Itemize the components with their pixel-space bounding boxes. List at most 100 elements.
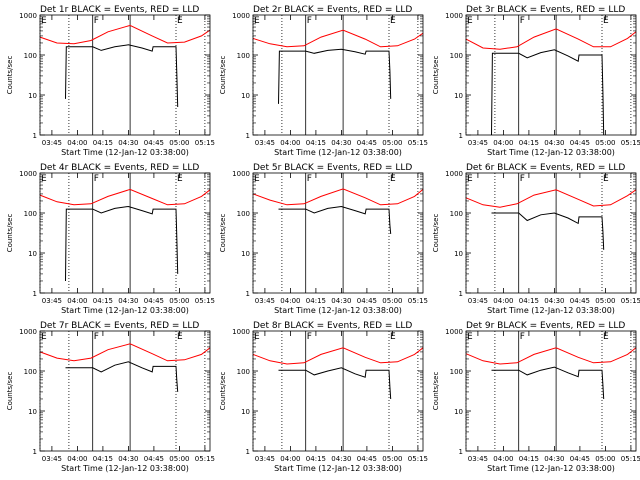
y-axis-label: Counts/sec [219,372,227,411]
marker-label: F [94,16,99,26]
x-tick-label: 03:45 [468,455,488,463]
y-tick-label: 10 [454,408,463,416]
plot-frame [465,330,637,452]
y-axis-label: Counts/sec [432,214,440,253]
marker-label: E [254,16,260,26]
x-tick-label: 04:15 [306,455,326,463]
x-tick-label: 04:30 [331,139,351,147]
x-axis-label: Start Time (12-Jan-12 03:38:00) [487,306,615,315]
panel-title: Det 7r BLACK = Events, RED = LLD [40,321,199,331]
y-axis-label: Counts/sec [6,56,14,95]
series-line-events [65,361,179,392]
detector-panel-9: Det 9r BLACK = Events, RED = LLD Counts/s… [432,321,640,473]
y-tick-label: 1 [246,132,250,140]
series-line-lld [465,189,637,208]
marker-label: F [307,174,312,184]
y-tick-label: 1000 [445,170,463,178]
x-axis-label: Start Time (12-Jan-12 03:38:00) [487,464,615,473]
panel-title: Det 3r BLACK = Events, RED = LLD [466,5,625,15]
y-tick-label: 1000 [232,12,250,20]
y-tick-label: 100 [237,210,250,218]
y-tick-label: 1 [459,290,463,298]
detector-panel-4: Det 4r BLACK = Events, RED = LLD Counts/s… [6,163,215,315]
y-tick-label: 1000 [232,328,250,336]
x-tick-label: 04:00 [67,455,87,463]
x-tick-label: 05:15 [621,455,640,463]
x-tick-label: 04:45 [144,455,164,463]
detector-panel-6: Det 6r BLACK = Events, RED = LLD Counts/s… [432,163,640,315]
x-tick-label: 04:00 [493,297,513,305]
plot-frame [252,14,424,136]
x-tick-label: 04:15 [93,297,113,305]
x-axis-label: Start Time (12-Jan-12 03:38:00) [61,148,189,157]
detector-panel-5: Det 5r BLACK = Events, RED = LLD Counts/s… [219,163,428,315]
series-line-events [491,49,605,136]
series-line-events [491,366,605,400]
x-tick-label: 04:30 [331,297,351,305]
x-axis-label: Start Time (12-Jan-12 03:38:00) [61,306,189,315]
x-tick-label: 04:15 [93,455,113,463]
y-tick-label: 10 [28,92,37,100]
plot-frame [39,330,211,452]
marker-label: E [467,16,473,26]
marker-label: E [603,332,609,342]
panel-title: Det 1r BLACK = Events, RED = LLD [40,5,199,15]
series-line-events [278,205,392,234]
x-tick-label: 04:30 [544,139,564,147]
y-tick-label: 1 [33,290,37,298]
plot-frame [252,330,424,452]
y-tick-label: 100 [450,210,463,218]
x-tick-label: 05:15 [195,455,215,463]
series-line-events [278,367,392,400]
x-tick-label: 05:00 [595,139,615,147]
marker-label: F [94,174,99,184]
series-line-lld [39,188,211,206]
x-tick-label: 05:00 [169,297,189,305]
x-tick-label: 04:30 [544,297,564,305]
y-axis-label: Counts/sec [6,214,14,253]
x-tick-label: 05:15 [408,455,428,463]
marker-label: F [520,174,525,184]
detector-panel-1: Det 1r BLACK = Events, RED = LLD Counts/s… [6,5,215,157]
y-axis-label: Counts/sec [219,214,227,253]
plot-frame [465,172,637,294]
series-line-lld [252,29,424,48]
y-tick-label: 1000 [19,12,37,20]
x-tick-label: 04:30 [544,455,564,463]
panel-title: Det 8r BLACK = Events, RED = LLD [253,321,412,331]
x-tick-label: 04:00 [67,297,87,305]
x-tick-label: 04:45 [570,297,590,305]
x-tick-label: 04:30 [118,455,138,463]
y-tick-label: 1 [246,448,250,456]
y-tick-label: 10 [454,250,463,258]
x-tick-label: 05:00 [382,455,402,463]
x-tick-label: 03:45 [42,139,62,147]
x-tick-label: 03:45 [255,139,275,147]
plot-frame [39,14,211,136]
plot-frame [39,172,211,294]
marker-label: E [41,174,47,184]
y-tick-label: 100 [24,52,37,60]
x-tick-label: 04:45 [570,455,590,463]
x-tick-label: 04:45 [357,139,377,147]
x-tick-label: 04:15 [519,455,539,463]
x-tick-label: 04:00 [493,455,513,463]
y-axis-label: Counts/sec [432,372,440,411]
x-tick-label: 04:15 [306,297,326,305]
x-tick-label: 04:45 [144,297,164,305]
y-tick-label: 100 [237,368,250,376]
y-tick-label: 1000 [232,170,250,178]
x-tick-label: 04:15 [93,139,113,147]
x-tick-label: 03:45 [255,455,275,463]
x-axis-label: Start Time (12-Jan-12 03:38:00) [274,148,402,157]
plot-frame [465,14,637,136]
y-tick-label: 100 [237,52,250,60]
x-tick-label: 03:45 [255,297,275,305]
x-tick-label: 04:00 [280,139,300,147]
y-tick-label: 100 [24,210,37,218]
y-tick-label: 1 [459,448,463,456]
marker-label: E [41,16,47,26]
series-line-lld [39,343,211,362]
x-tick-label: 04:30 [118,139,138,147]
series-line-lld [39,24,211,45]
